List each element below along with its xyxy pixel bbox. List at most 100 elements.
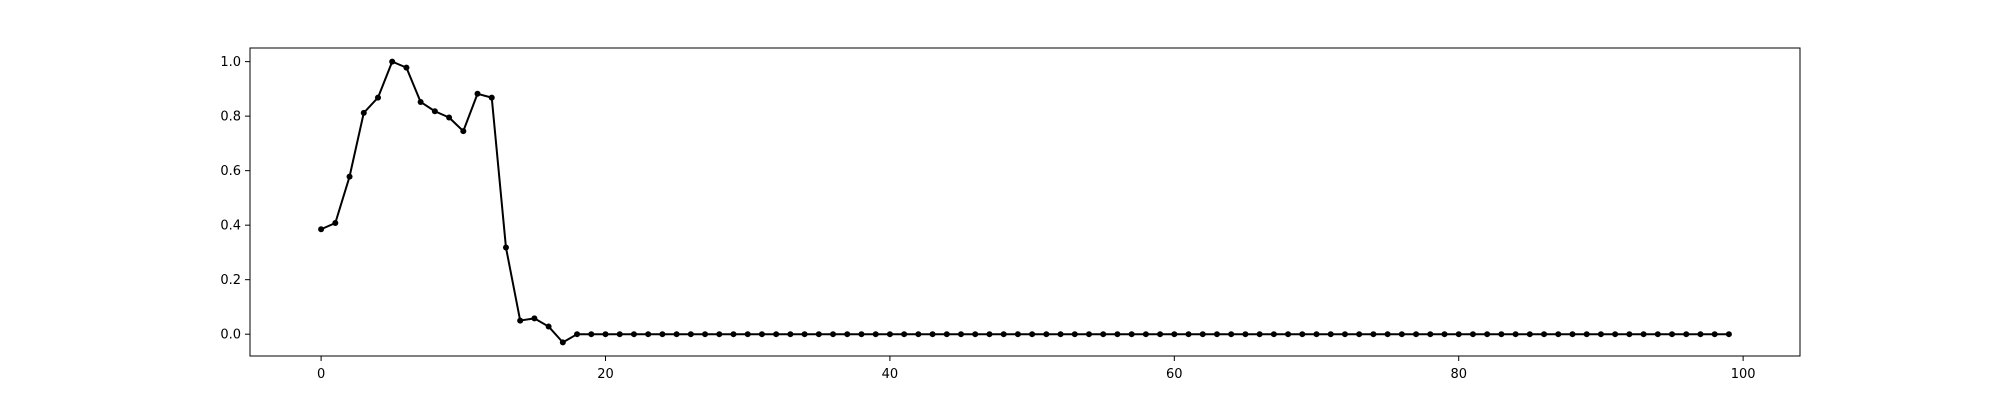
plot-area <box>318 58 1732 346</box>
data-point <box>630 331 637 338</box>
data-point <box>1285 331 1292 338</box>
data-point <box>744 331 751 338</box>
series-line <box>320 60 1729 344</box>
data-point <box>360 109 367 116</box>
x-tick-label: 40 <box>882 367 899 382</box>
data-point <box>1142 331 1149 338</box>
x-tick-label: 20 <box>597 367 614 382</box>
data-point <box>332 219 339 226</box>
data-point <box>758 331 765 338</box>
y-tick-label: 0.2 <box>220 273 241 288</box>
data-point <box>858 331 865 338</box>
data-point <box>1498 331 1505 338</box>
data-point <box>1000 331 1007 338</box>
data-point <box>1612 331 1619 338</box>
data-point <box>1029 331 1036 338</box>
data-point <box>787 331 794 338</box>
x-tick-label: 0 <box>317 367 325 382</box>
x-tick-label: 60 <box>1166 367 1183 382</box>
data-point <box>531 315 538 322</box>
data-point <box>446 114 453 121</box>
data-point <box>943 331 950 338</box>
data-point <box>1469 331 1476 338</box>
data-point <box>1270 331 1277 338</box>
data-point <box>488 94 495 101</box>
data-point <box>1484 331 1491 338</box>
data-point <box>374 94 381 101</box>
y-tick-label: 0.4 <box>220 219 241 234</box>
data-point <box>545 323 552 330</box>
data-point <box>1185 331 1192 338</box>
data-point <box>389 58 396 65</box>
y-axis: 0.0 0.2 0.4 0.6 0.8 1.0 <box>220 55 250 343</box>
data-point <box>1512 331 1519 338</box>
data-point <box>1669 331 1676 338</box>
data-point <box>915 331 922 338</box>
data-point <box>1014 331 1021 338</box>
data-point <box>1313 331 1320 338</box>
data-point <box>901 331 908 338</box>
data-point <box>958 331 965 338</box>
data-point <box>886 331 893 338</box>
data-point <box>1626 331 1633 338</box>
data-point <box>1583 331 1590 338</box>
data-point <box>559 339 566 346</box>
data-point <box>1569 331 1576 338</box>
data-point <box>574 331 581 338</box>
data-point <box>431 108 438 115</box>
data-point <box>1640 331 1647 338</box>
data-point <box>716 331 723 338</box>
data-point <box>673 331 680 338</box>
data-point <box>1356 331 1363 338</box>
data-point <box>346 173 353 180</box>
data-point <box>986 331 993 338</box>
data-point <box>1071 331 1078 338</box>
data-point <box>1157 331 1164 338</box>
data-point <box>1128 331 1135 338</box>
data-point <box>1299 331 1306 338</box>
y-tick-label: 1.0 <box>220 55 241 70</box>
data-point <box>1441 331 1448 338</box>
data-point <box>318 226 325 233</box>
x-tick-label: 100 <box>1731 367 1756 382</box>
data-point <box>1370 331 1377 338</box>
data-point <box>1213 331 1220 338</box>
data-point <box>460 128 467 135</box>
data-point <box>1413 331 1420 338</box>
data-point <box>1100 331 1107 338</box>
data-point <box>517 317 524 324</box>
data-point <box>1341 331 1348 338</box>
y-tick-label: 0.0 <box>220 328 241 343</box>
data-point <box>801 331 808 338</box>
data-point <box>645 331 652 338</box>
data-point <box>1384 331 1391 338</box>
data-point <box>844 331 851 338</box>
data-point <box>1654 331 1661 338</box>
data-point <box>1327 331 1334 338</box>
data-point <box>1057 331 1064 338</box>
x-tick-label: 80 <box>1450 367 1467 382</box>
data-point <box>1597 331 1604 338</box>
data-point <box>417 98 424 105</box>
data-point <box>1526 331 1533 338</box>
data-point <box>1697 331 1704 338</box>
data-point <box>588 331 595 338</box>
data-point <box>1711 331 1718 338</box>
data-point <box>1398 331 1405 338</box>
data-point <box>815 331 822 338</box>
data-point <box>1114 331 1121 338</box>
data-point <box>929 331 936 338</box>
data-point <box>502 244 509 251</box>
y-tick-label: 0.6 <box>220 164 241 179</box>
data-point <box>1683 331 1690 338</box>
x-axis: 0 20 40 60 80 100 <box>317 356 1756 382</box>
data-point <box>687 331 694 338</box>
data-point <box>602 331 609 338</box>
data-point <box>1171 331 1178 338</box>
data-point <box>1199 331 1206 338</box>
plot-frame <box>249 47 1801 357</box>
data-point <box>773 331 780 338</box>
data-point <box>1455 331 1462 338</box>
data-point <box>403 64 410 71</box>
